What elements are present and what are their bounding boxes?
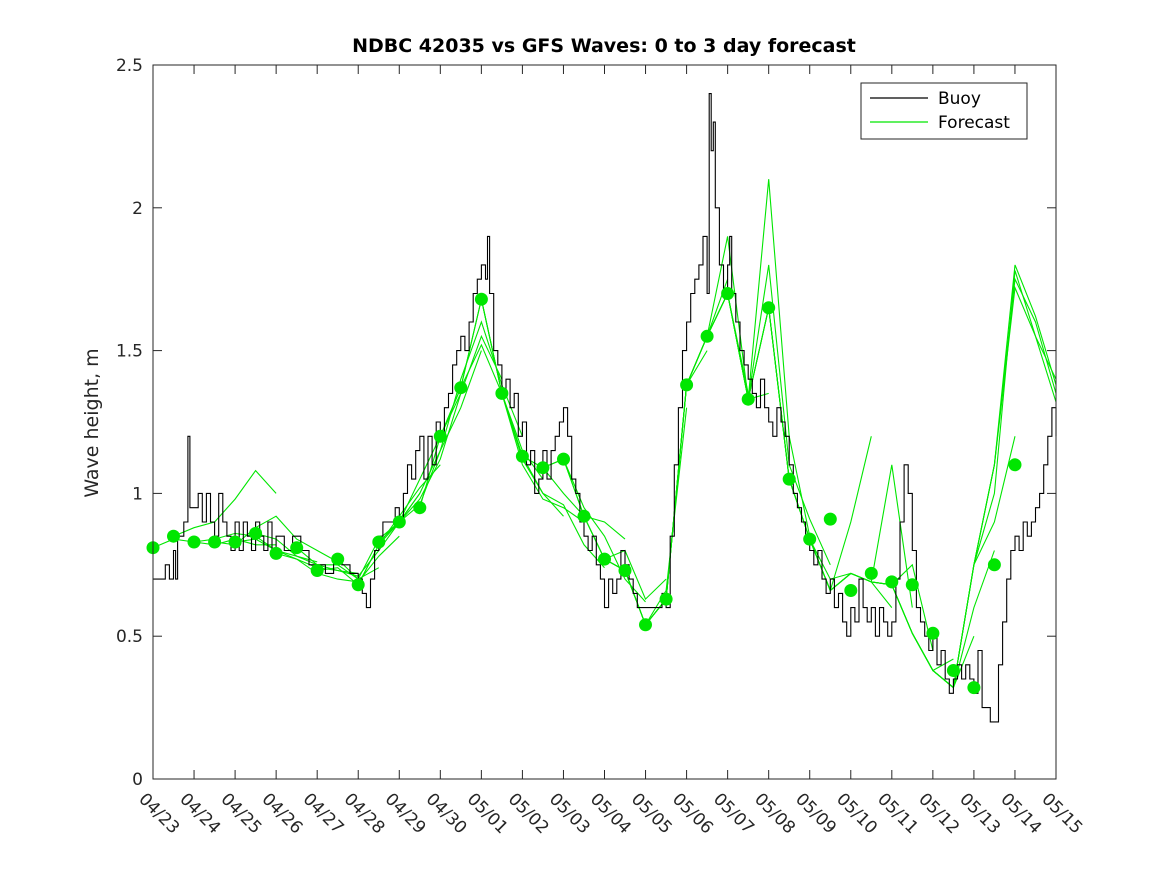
forecast-marker-7 bbox=[269, 546, 283, 560]
forecast-marker-33 bbox=[803, 532, 817, 546]
forecast-marker-2 bbox=[167, 529, 180, 543]
legend: Buoy Forecast bbox=[860, 82, 1028, 140]
forecast-marker-15 bbox=[433, 429, 447, 443]
forecast-marker-27 bbox=[680, 378, 694, 392]
legend-label-1: Buoy bbox=[938, 89, 981, 109]
plot-markers bbox=[146, 287, 1022, 695]
forecast-marker-13 bbox=[392, 515, 406, 529]
forecast-marker-38 bbox=[905, 578, 919, 592]
forecast-marker-32 bbox=[782, 472, 796, 486]
forecast-marker-29 bbox=[721, 287, 735, 300]
forecast-marker-24 bbox=[618, 564, 632, 577]
y-tick-label: 0 bbox=[132, 770, 143, 790]
forecast-marker-34 bbox=[823, 512, 837, 526]
forecast-marker-43 bbox=[1008, 458, 1022, 472]
forecast-marker-10 bbox=[331, 552, 345, 566]
forecast-marker-39 bbox=[926, 626, 940, 640]
forecast-marker-26 bbox=[659, 592, 673, 606]
forecast-marker-14 bbox=[413, 501, 427, 515]
legend-box bbox=[860, 82, 1028, 140]
y-tick-label: 2.5 bbox=[116, 56, 143, 76]
y-tick-label: 0.5 bbox=[116, 627, 143, 647]
forecast-marker-40 bbox=[946, 664, 960, 677]
forecast-marker-22 bbox=[577, 509, 591, 523]
forecast-marker-28 bbox=[700, 329, 714, 343]
forecast-marker-23 bbox=[598, 552, 611, 566]
y-tick-label: 2 bbox=[132, 199, 143, 219]
legend-label-2: Forecast bbox=[938, 113, 1010, 133]
y-axis-label: Wave height, m bbox=[81, 348, 103, 497]
y-tick-label: 1 bbox=[132, 484, 143, 504]
forecast-run-line-7 bbox=[275, 535, 400, 583]
y-tick-label: 1.5 bbox=[116, 342, 143, 362]
forecast-marker-4 bbox=[208, 535, 222, 549]
forecast-marker-19 bbox=[515, 449, 529, 463]
forecast-run-line-40 bbox=[952, 285, 1057, 688]
forecast-run-line-2 bbox=[173, 469, 277, 537]
forecast-marker-31 bbox=[762, 301, 776, 315]
forecast-marker-5 bbox=[228, 535, 242, 549]
forecast-marker-18 bbox=[495, 386, 509, 400]
y-axis: 0 0.5 1 1.5 2 2.5 bbox=[116, 56, 1056, 790]
forecast-marker-8 bbox=[290, 541, 304, 555]
forecast-marker-3 bbox=[187, 535, 201, 549]
forecast-marker-42 bbox=[987, 558, 1001, 572]
chart-title: NDBC 42035 vs GFS Waves: 0 to 3 day fore… bbox=[352, 35, 856, 57]
forecast-marker-16 bbox=[454, 381, 468, 395]
forecast-marker-9 bbox=[310, 564, 324, 577]
forecast-marker-21 bbox=[557, 452, 570, 466]
forecast-marker-30 bbox=[741, 392, 755, 406]
forecast-marker-37 bbox=[885, 575, 899, 589]
forecast-marker-17 bbox=[474, 292, 488, 306]
forecast-marker-6 bbox=[249, 526, 263, 540]
forecast-marker-20 bbox=[536, 461, 550, 475]
forecast-marker-12 bbox=[372, 535, 386, 549]
forecast-marker-41 bbox=[967, 681, 981, 695]
forecast-marker-11 bbox=[351, 578, 365, 592]
forecast-marker-35 bbox=[844, 584, 858, 597]
forecast-marker-36 bbox=[864, 566, 878, 580]
forecast-run-line-41 bbox=[973, 264, 1057, 565]
forecast-marker-25 bbox=[639, 618, 652, 632]
